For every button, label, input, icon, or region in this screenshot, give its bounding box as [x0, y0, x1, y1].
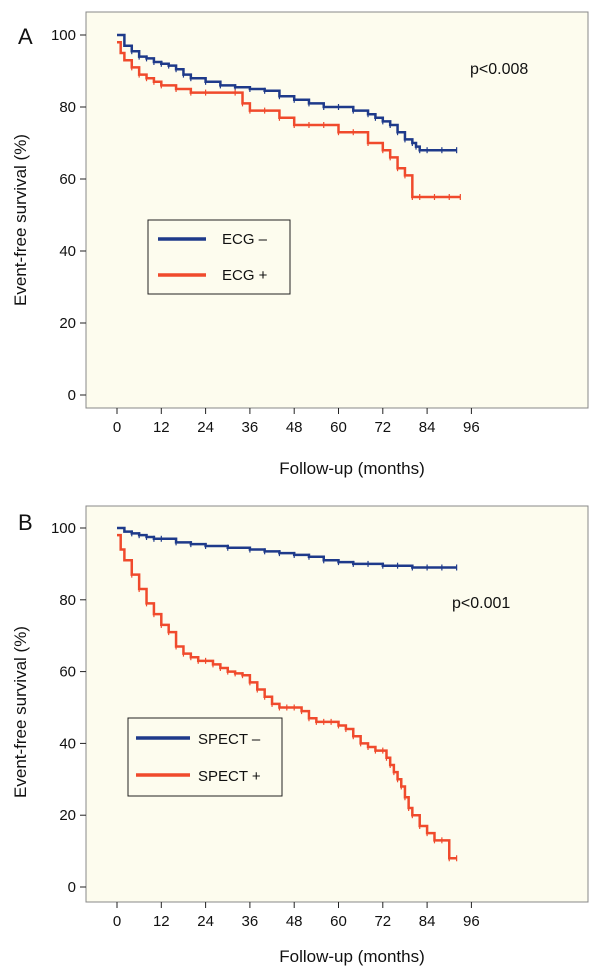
y-tick-label: 60 [59, 171, 76, 188]
x-tick-label: 60 [330, 419, 347, 436]
y-tick-label: 40 [59, 243, 76, 260]
y-tick-label: 0 [68, 387, 76, 404]
p-value-annotation: p<0.008 [470, 61, 528, 78]
x-tick-label: 72 [374, 913, 391, 930]
y-tick-label: 80 [59, 99, 76, 116]
x-tick-label: 84 [419, 913, 436, 930]
x-tick-label: 24 [197, 913, 214, 930]
y-tick-label: 80 [59, 592, 76, 609]
legend: SPECT – SPECT + [127, 717, 283, 797]
y-axis-label: Event-free survival (%) [11, 626, 30, 798]
legend: ECG – ECG + [147, 219, 291, 295]
plot-background [85, 11, 589, 409]
plot-background [85, 505, 589, 903]
panel-b: B p<0.001 Follow-up (months) Event-free … [11, 505, 589, 966]
x-tick-label: 12 [153, 419, 170, 436]
p-value-annotation: p<0.001 [452, 595, 510, 612]
x-tick-label: 0 [113, 913, 121, 930]
y-tick-label: 20 [59, 315, 76, 332]
survival-curve-negative [117, 33, 457, 152]
y-tick-label: 0 [68, 879, 76, 896]
y-tick-label: 100 [51, 27, 76, 44]
x-tick-label: 24 [197, 419, 214, 436]
x-axis-label: Follow-up (months) [279, 947, 425, 966]
y-tick-label: 40 [59, 735, 76, 752]
panel-a: A p<0.008 Follow-up (months) Event-free … [11, 11, 589, 478]
legend-label-negative: SPECT – [198, 731, 261, 748]
panel-label: B [18, 510, 33, 535]
legend-label-positive: SPECT + [198, 768, 261, 785]
x-tick-label: 36 [242, 913, 259, 930]
x-tick-label: 84 [419, 419, 436, 436]
x-tick-label: 96 [463, 419, 480, 436]
x-tick-label: 48 [286, 419, 303, 436]
legend-box [147, 219, 291, 295]
legend-box [127, 717, 283, 797]
panel-label: A [18, 24, 33, 49]
legend-label-negative: ECG – [222, 231, 268, 248]
y-tick-label: 60 [59, 664, 76, 681]
x-axis-label: Follow-up (months) [279, 459, 425, 478]
y-tick-label: 100 [51, 520, 76, 537]
legend-label-positive: ECG + [222, 267, 268, 284]
y-axis-label: Event-free survival (%) [11, 134, 30, 306]
x-tick-label: 72 [374, 419, 391, 436]
x-tick-label: 96 [463, 913, 480, 930]
x-tick-label: 0 [113, 419, 121, 436]
x-tick-label: 48 [286, 913, 303, 930]
x-tick-label: 60 [330, 913, 347, 930]
x-tick-label: 12 [153, 913, 170, 930]
y-tick-label: 20 [59, 807, 76, 824]
x-tick-label: 36 [242, 419, 259, 436]
